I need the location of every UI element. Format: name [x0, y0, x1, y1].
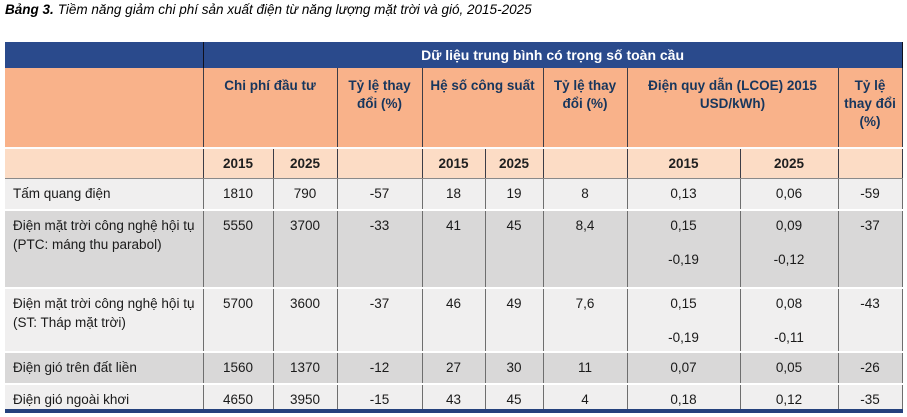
cell: 0,13 — [627, 178, 741, 210]
cell: 1810 — [203, 178, 274, 210]
cell: 0,06 — [740, 178, 839, 210]
cell: 45 — [485, 209, 544, 288]
year-2015: 2015 — [422, 147, 486, 179]
table-caption-text: Tiềm năng giảm chi phí sản xuất điện từ … — [57, 2, 532, 17]
cell: -35 — [838, 383, 903, 411]
year-empty-cell — [543, 147, 628, 179]
banner-row: Dữ liệu trung bình có trọng số toàn cầu — [5, 42, 903, 68]
cell: 49 — [485, 287, 544, 352]
header-capacity-factor: Hệ số công suất — [422, 68, 544, 148]
cell: -57 — [337, 178, 423, 210]
cell: 0,05 — [740, 351, 839, 384]
year-2025: 2025 — [273, 147, 338, 179]
group-empty-cell — [5, 68, 204, 148]
year-2015: 2015 — [203, 147, 274, 179]
table-caption: Bảng 3. Tiềm năng giảm chi phí sản xuất đ… — [5, 2, 532, 17]
header-change-1: Tỷ lệ thay đổi (%) — [337, 68, 423, 148]
cell: 4 — [543, 383, 628, 411]
year-empty-cell — [838, 147, 903, 179]
row-label: Điện mặt trời công nghệ hội tụ (ST: Tháp… — [5, 287, 204, 352]
year-empty-cell — [5, 147, 204, 179]
column-group-header-row: Chi phí đầu tư Tỷ lệ thay đổi (%) Hệ số … — [5, 68, 903, 148]
cell: 30 — [485, 351, 544, 384]
cell: 45 — [485, 383, 544, 411]
cell: -59 — [838, 178, 903, 210]
cell: 3950 — [273, 383, 338, 411]
cell: 0,12 — [740, 383, 839, 411]
year-2015: 2015 — [627, 147, 741, 179]
cell: 8,4 — [543, 209, 628, 288]
cell: 41 — [422, 209, 486, 288]
cell: 3700 — [273, 209, 338, 288]
cell: 0,09 -0,12 — [740, 209, 839, 288]
cell: 5700 — [203, 287, 274, 352]
cell: 11 — [543, 351, 628, 384]
cell: -33 — [337, 209, 423, 288]
row-label: Điện gió ngoài khơi — [5, 383, 204, 411]
header-investment-cost: Chi phí đầu tư — [203, 68, 338, 148]
table-row: Điện mặt trời công nghệ hội tụ (PTC: mán… — [5, 209, 903, 288]
cell: 1370 — [273, 351, 338, 384]
banner-empty-cell — [5, 42, 204, 68]
header-change-2: Tỷ lệ thay đổi (%) — [543, 68, 628, 148]
table-row: Điện mặt trời công nghệ hội tụ (ST: Tháp… — [5, 287, 903, 352]
table-caption-number: Bảng 3. — [5, 2, 54, 17]
banner-title: Dữ liệu trung bình có trọng số toàn cầu — [203, 42, 903, 68]
cell: -12 — [337, 351, 423, 384]
cell: 1560 — [203, 351, 274, 384]
table-row: Điện gió ngoài khơi 4650 3950 -15 43 45 … — [5, 383, 903, 411]
header-lcoe: Điện quy dẫn (LCOE) 2015 USD/kWh) — [627, 68, 839, 148]
cell: 43 — [422, 383, 486, 411]
cell: -37 — [838, 209, 903, 288]
year-2025: 2025 — [485, 147, 544, 179]
row-label: Điện gió trên đất liền — [5, 351, 204, 384]
cell: 4650 — [203, 383, 274, 411]
cell: 18 — [422, 178, 486, 210]
cell: -43 — [838, 287, 903, 352]
year-empty-cell — [337, 147, 423, 179]
cell: 0,08 -0,11 — [740, 287, 839, 352]
data-table: Dữ liệu trung bình có trọng số toàn cầu … — [5, 42, 903, 413]
cell: -15 — [337, 383, 423, 411]
cell: -26 — [838, 351, 903, 384]
row-label: Tấm quang điện — [5, 178, 204, 210]
table-row: Tấm quang điện 1810 790 -57 18 19 8 0,13… — [5, 178, 903, 210]
cell: -37 — [337, 287, 423, 352]
cell: 790 — [273, 178, 338, 210]
cell: 3600 — [273, 287, 338, 352]
cell: 46 — [422, 287, 486, 352]
cell: 8 — [543, 178, 628, 210]
cell: 7,6 — [543, 287, 628, 352]
cell: 0,15 -0,19 — [627, 209, 741, 288]
cell: 27 — [422, 351, 486, 384]
cell: 5550 — [203, 209, 274, 288]
cell: 0,18 — [627, 383, 741, 411]
cell: 19 — [485, 178, 544, 210]
year-header-row: 2015 2025 2015 2025 2015 2025 — [5, 147, 903, 179]
year-2025: 2025 — [740, 147, 839, 179]
table-row: Điện gió trên đất liền 1560 1370 -12 27 … — [5, 351, 903, 384]
cell: 0,07 — [627, 351, 741, 384]
row-label: Điện mặt trời công nghệ hội tụ (PTC: mán… — [5, 209, 204, 288]
cell: 0,15 -0,19 — [627, 287, 741, 352]
header-change-3: Tỷ lệ thay đổi (%) — [838, 68, 903, 148]
